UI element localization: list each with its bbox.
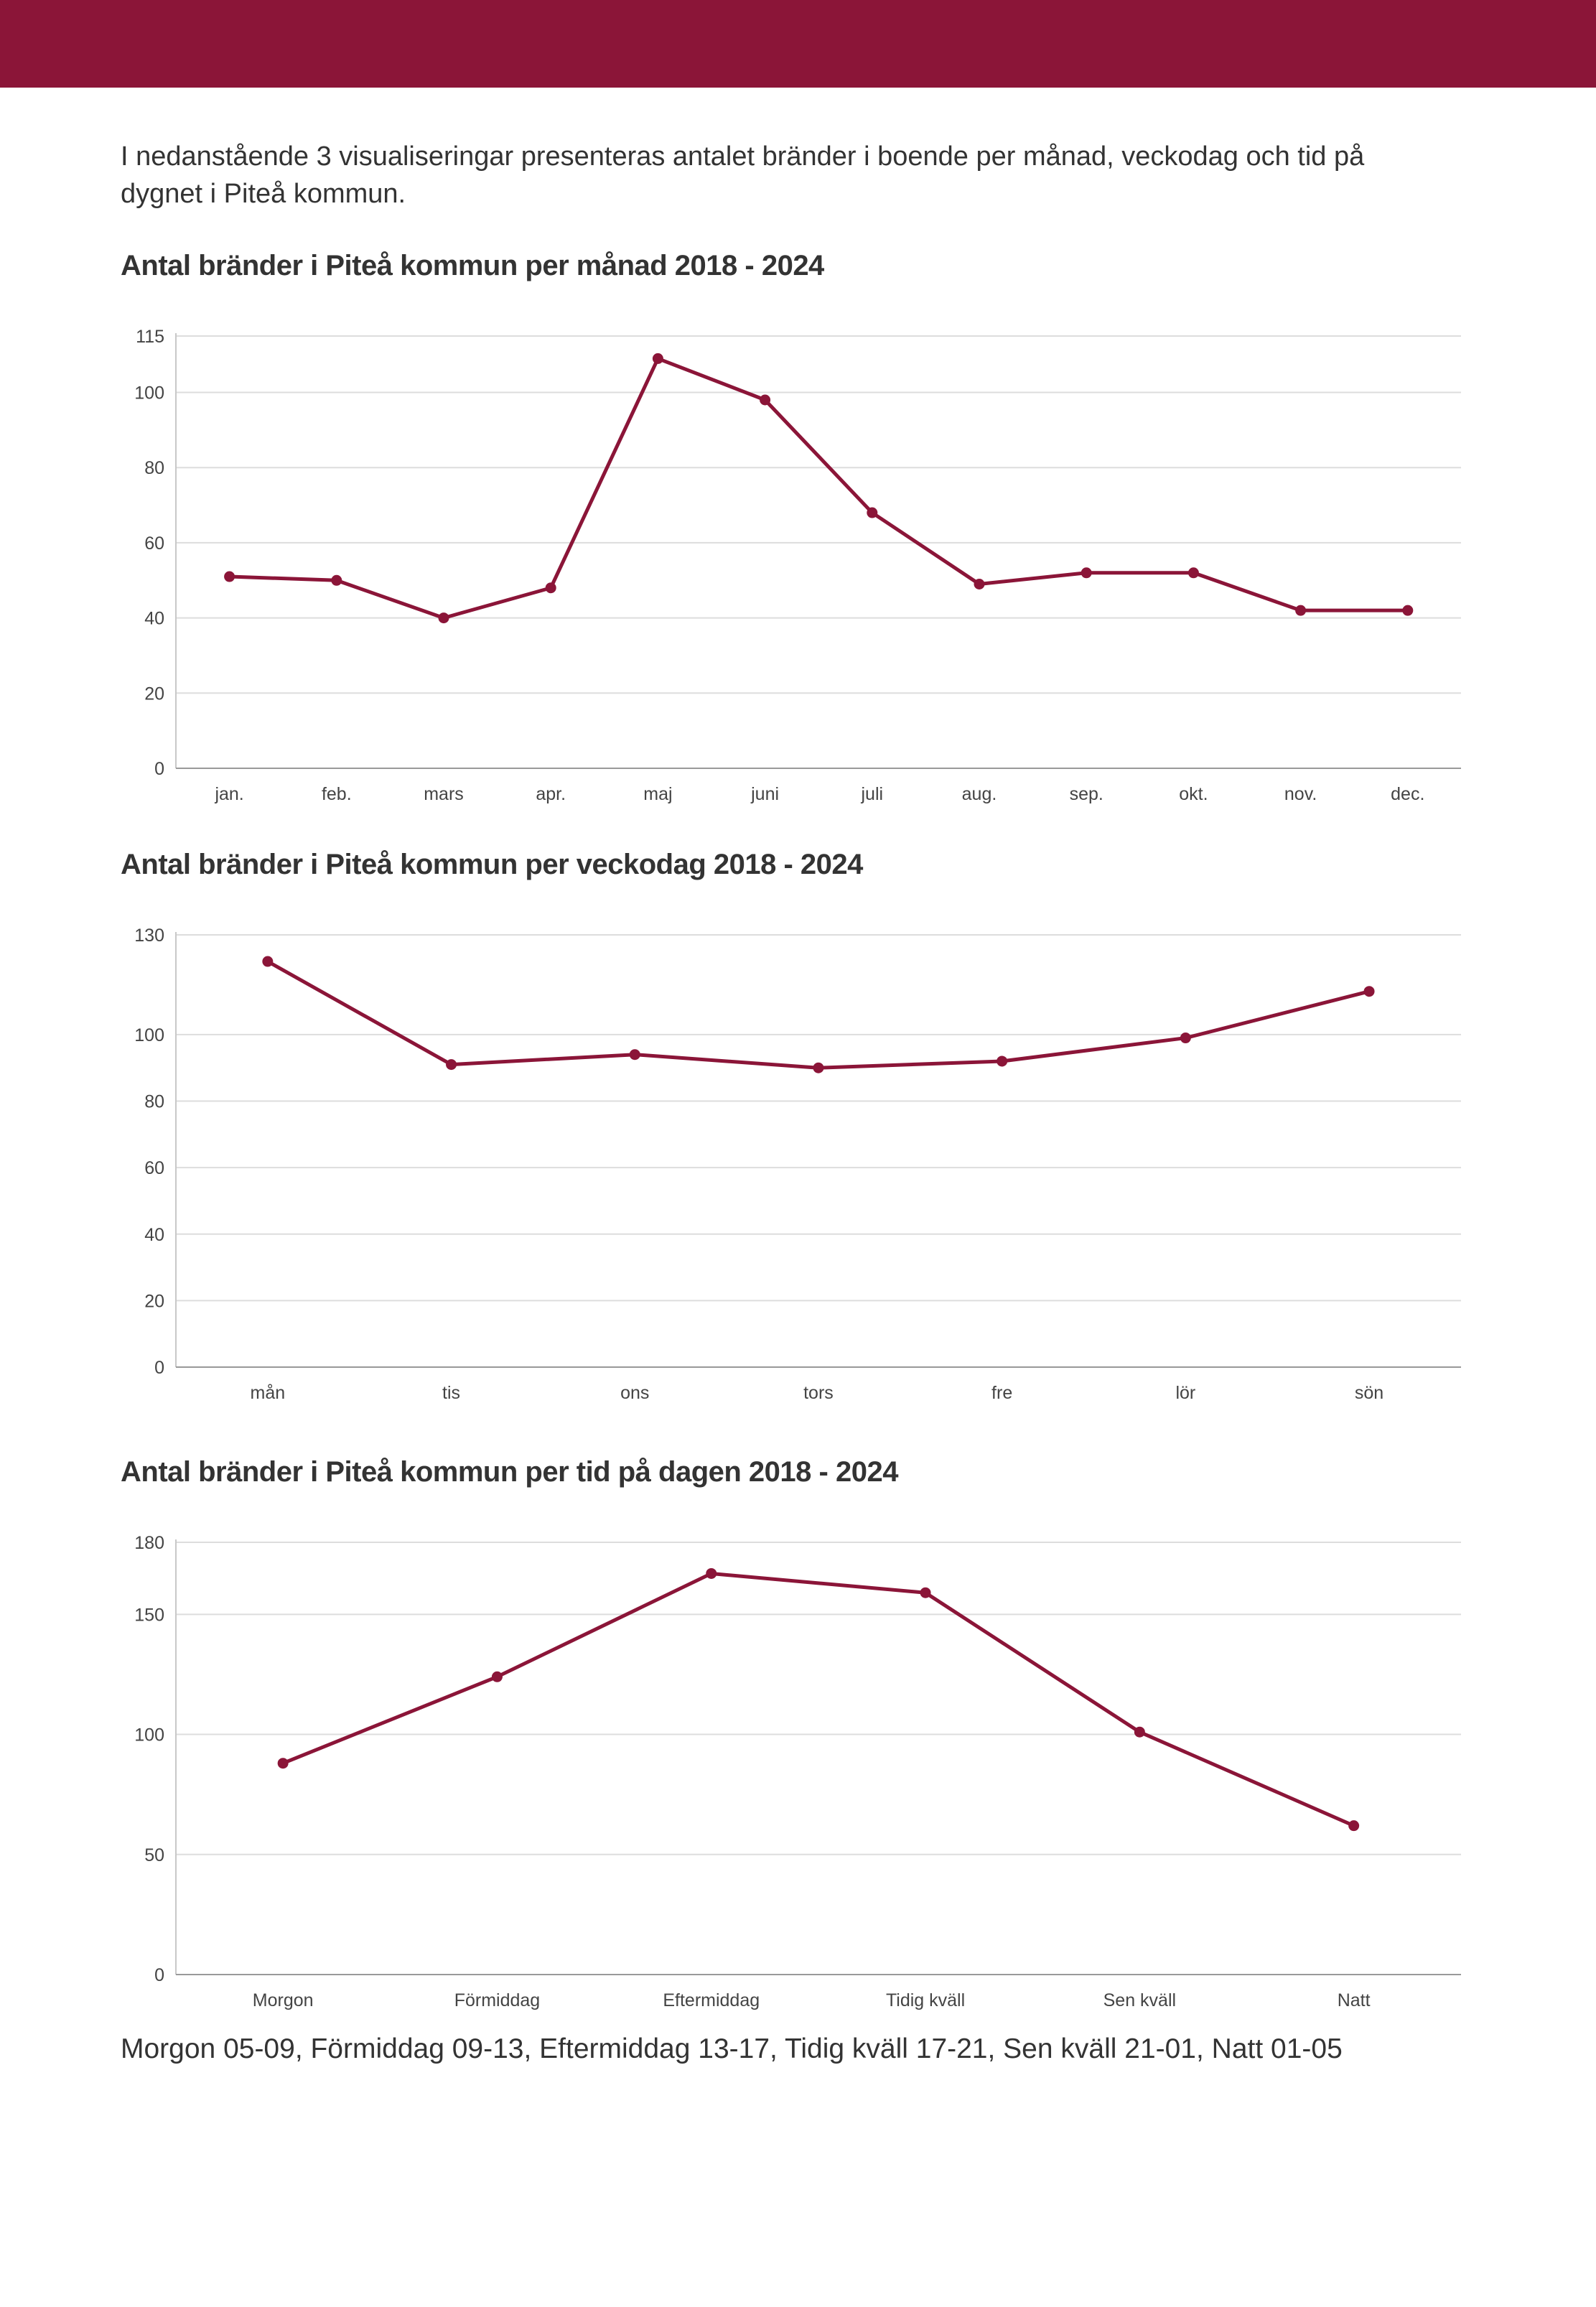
x-tick-label: ons xyxy=(620,1383,649,1403)
x-tick-label: Tidig kväll xyxy=(886,1990,965,2010)
line-chart-weekday: 0 20 40 60 80 100 130 mån tis ons tors fre lör sön xyxy=(134,926,1461,1403)
intro-text: I nedanstående 3 visualiseringar present… xyxy=(121,141,1365,209)
x-tick-label: mån xyxy=(251,1383,286,1403)
y-tick-label: 100 xyxy=(134,1725,164,1746)
data-point xyxy=(974,578,985,589)
x-tick-label: Sen kväll xyxy=(1103,1990,1176,2010)
data-point xyxy=(438,612,449,624)
data-point xyxy=(920,1587,931,1598)
x-tick-label: juni xyxy=(750,784,779,804)
x-tick-label: feb. xyxy=(322,784,352,804)
data-point xyxy=(760,394,771,406)
data-point xyxy=(277,1758,289,1769)
data-point xyxy=(1180,1033,1191,1044)
data-point xyxy=(813,1062,824,1073)
data-point xyxy=(1402,605,1414,616)
series-line xyxy=(282,1571,1355,1827)
y-tick-label: 40 xyxy=(144,1225,164,1245)
y-tick-label: 80 xyxy=(144,458,164,478)
y-tick-label: 115 xyxy=(136,327,164,347)
series-line xyxy=(229,356,1408,620)
x-tick-label: maj xyxy=(643,784,672,804)
data-point xyxy=(1081,567,1092,579)
data-point xyxy=(491,1671,503,1682)
data-point xyxy=(1295,605,1307,616)
series-line xyxy=(266,959,1370,1070)
x-tick-label: dec. xyxy=(1391,784,1424,804)
data-point xyxy=(446,1059,457,1071)
x-tick-label: Förmiddag xyxy=(454,1990,541,2010)
y-tick-label: 40 xyxy=(144,609,164,629)
y-tick-label: 150 xyxy=(134,1605,164,1625)
time-period-footnote: Morgon 05-09, Förmiddag 09-13, Eftermidd… xyxy=(121,2033,1343,2064)
y-tick-label: 60 xyxy=(144,533,164,554)
data-point xyxy=(629,1049,640,1061)
y-tick-label: 130 xyxy=(134,926,164,946)
data-point xyxy=(224,571,235,582)
x-tick-label: sön xyxy=(1355,1383,1383,1403)
y-tick-label: 80 xyxy=(144,1092,164,1112)
y-tick-label: 0 xyxy=(154,1358,164,1378)
data-point xyxy=(262,956,274,967)
data-point xyxy=(1187,567,1199,579)
y-tick-label: 0 xyxy=(154,1965,164,1985)
data-point xyxy=(545,582,556,594)
x-tick-label: juli xyxy=(861,784,884,804)
x-tick-label: apr. xyxy=(536,784,566,804)
x-tick-label: jan. xyxy=(214,784,243,804)
x-tick-label: fre xyxy=(991,1383,1012,1403)
data-point xyxy=(1348,1820,1360,1832)
x-tick-label: sep. xyxy=(1070,784,1103,804)
x-tick-label: okt. xyxy=(1179,784,1208,804)
data-point xyxy=(1363,986,1375,997)
y-tick-label: 60 xyxy=(144,1158,164,1178)
x-tick-label: Morgon xyxy=(253,1990,314,2010)
x-tick-label: tors xyxy=(803,1383,834,1403)
x-tick-label: aug. xyxy=(962,784,997,804)
chart-title-weekday: Antal bränder i Piteå kommun per veckoda… xyxy=(121,849,863,880)
x-tick-label: Natt xyxy=(1338,1990,1371,2010)
chart-title-month: Antal bränder i Piteå kommun per månad 2… xyxy=(121,250,824,281)
y-tick-label: 100 xyxy=(134,1025,164,1045)
data-point xyxy=(1134,1726,1145,1738)
y-tick-label: 0 xyxy=(154,759,164,779)
chart-title-time-of-day: Antal bränder i Piteå kommun per tid på … xyxy=(121,1456,898,1488)
data-point xyxy=(867,507,878,518)
header-band xyxy=(0,0,1596,88)
data-point xyxy=(331,574,342,586)
x-tick-label: Eftermiddag xyxy=(663,1990,760,2010)
data-point xyxy=(997,1055,1008,1067)
line-chart-time-of-day: 0 50 100 150 180 Morgon Förmiddag Eftermiddag Ti… xyxy=(134,1533,1461,2010)
x-tick-label: lör xyxy=(1175,1383,1195,1403)
y-tick-label: 180 xyxy=(134,1533,164,1553)
y-tick-label: 50 xyxy=(144,1845,164,1865)
y-tick-label: 20 xyxy=(144,684,164,704)
y-tick-label: 100 xyxy=(134,383,164,404)
data-point xyxy=(706,1567,717,1579)
x-tick-label: mars xyxy=(424,784,464,804)
y-tick-label: 20 xyxy=(144,1291,164,1311)
line-chart-month: 0 20 40 60 80 100 115 jan. feb. mars apr. maj juni ju… xyxy=(134,327,1461,804)
x-tick-label: nov. xyxy=(1284,784,1317,804)
data-point xyxy=(652,353,663,364)
x-tick-label: tis xyxy=(442,1383,460,1403)
